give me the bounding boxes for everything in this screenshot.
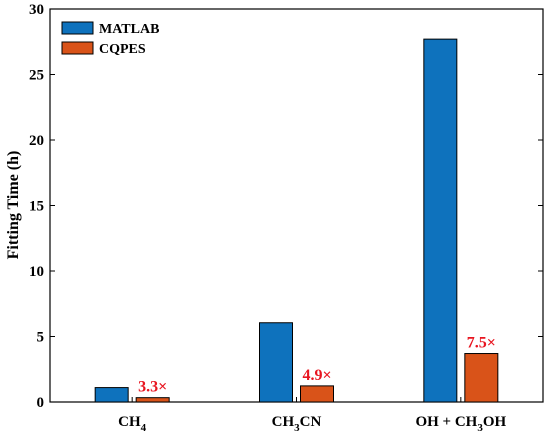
bar-matlab bbox=[94, 387, 129, 403]
legend: MATLAB CQPES bbox=[61, 21, 159, 57]
bar-cqpes bbox=[135, 397, 170, 403]
bars-group bbox=[94, 38, 499, 403]
speedup-label: 7.5× bbox=[467, 335, 496, 352]
plot-axes: 0 5 10 15 20 25 30 CH4 CH3CN OH + CH3OH bbox=[29, 2, 544, 433]
annotations-group: 3.3× 4.9× 7.5× bbox=[138, 335, 496, 396]
speedup-label: 4.9× bbox=[302, 367, 331, 384]
legend-label: MATLAB bbox=[99, 22, 159, 37]
legend-label: CQPES bbox=[99, 42, 146, 57]
y-tick-label: 15 bbox=[29, 199, 44, 215]
y-axis-title: Fitting Time (h) bbox=[5, 151, 22, 260]
x-tick-label: CH3CN bbox=[272, 414, 322, 433]
bar-matlab bbox=[423, 38, 458, 403]
y-tick-label: 0 bbox=[37, 395, 45, 411]
y-tick-label: 5 bbox=[37, 330, 45, 346]
bar-matlab bbox=[259, 322, 293, 403]
bar-cqpes bbox=[300, 385, 334, 403]
legend-swatch bbox=[61, 21, 94, 35]
y-tick-label: 25 bbox=[29, 68, 44, 84]
y-tick-label: 20 bbox=[29, 133, 44, 149]
y-tick-label: 30 bbox=[29, 2, 44, 18]
bar-cqpes bbox=[464, 353, 499, 403]
legend-swatch bbox=[61, 41, 94, 55]
y-tick-label: 10 bbox=[29, 264, 44, 280]
x-tick-label: OH + CH3OH bbox=[415, 414, 506, 433]
x-tick-label: CH4 bbox=[118, 414, 147, 433]
speedup-label: 3.3× bbox=[138, 379, 167, 396]
